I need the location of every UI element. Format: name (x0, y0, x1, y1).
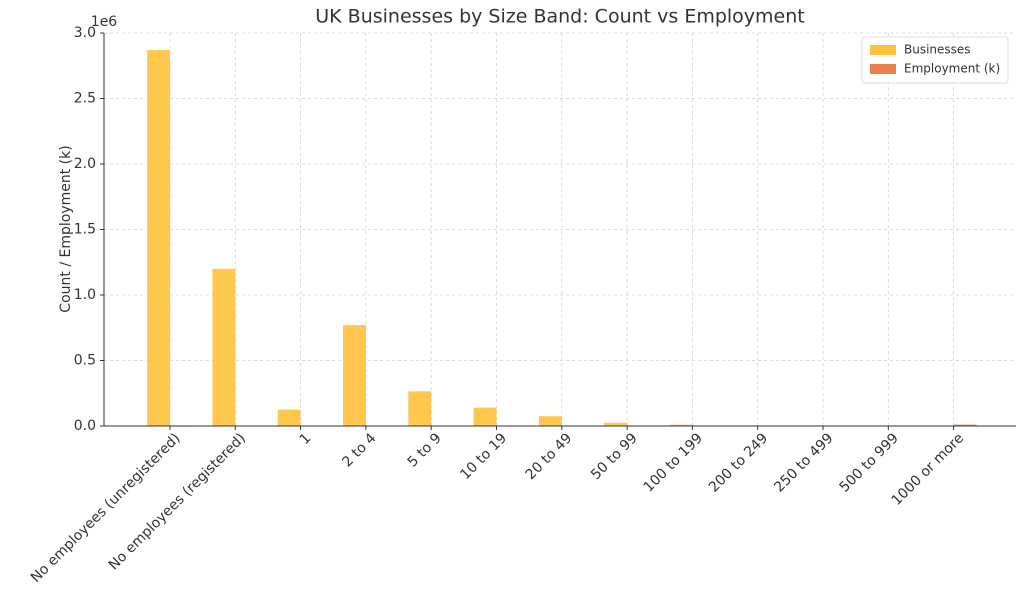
bar (538, 416, 562, 426)
chart-title: UK Businesses by Size Band: Count vs Emp… (315, 6, 804, 28)
x-tick-label: 100 to 199 (641, 430, 706, 495)
bar (147, 50, 170, 426)
bar (953, 424, 977, 426)
y-tick-label: 0.0 (74, 418, 96, 434)
legend-label: Employment (k) (904, 62, 1000, 76)
x-tick-label: No employees (registered) (106, 430, 249, 573)
legend-label: Businesses (904, 43, 971, 57)
y-axis-label: Count / Employment (k) (58, 145, 74, 312)
x-tick-label: 5 to 9 (405, 430, 445, 470)
y-tick-label: 0.5 (74, 353, 96, 369)
x-tick-label: 200 to 249 (706, 430, 771, 495)
bar (669, 424, 693, 426)
y-tick-label: 1.5 (74, 222, 96, 238)
bar (212, 268, 236, 426)
legend-swatch (870, 45, 896, 55)
x-tick-label: 10 to 19 (457, 430, 510, 483)
bar (408, 391, 432, 426)
bar (473, 407, 497, 426)
legend-box (861, 36, 1009, 84)
bar (277, 409, 301, 426)
bar (343, 325, 366, 426)
x-tick-label: 1 (297, 430, 315, 448)
x-tick-label: 20 to 49 (523, 430, 576, 483)
y-tick-label: 1.0 (74, 287, 96, 303)
legend-swatch (870, 64, 896, 74)
y-tick-label: 3.0 (74, 25, 96, 41)
bar (604, 422, 628, 426)
y-tick-label: 2.5 (74, 91, 96, 107)
x-tick-label: 50 to 99 (588, 430, 641, 483)
x-tick-label: 250 to 499 (771, 430, 836, 495)
y-tick-label: 2.0 (74, 156, 96, 172)
x-tick-label: 2 to 4 (339, 430, 379, 470)
x-tick-label: 500 to 999 (837, 430, 902, 495)
y-offset-label: 1e6 (91, 14, 118, 30)
